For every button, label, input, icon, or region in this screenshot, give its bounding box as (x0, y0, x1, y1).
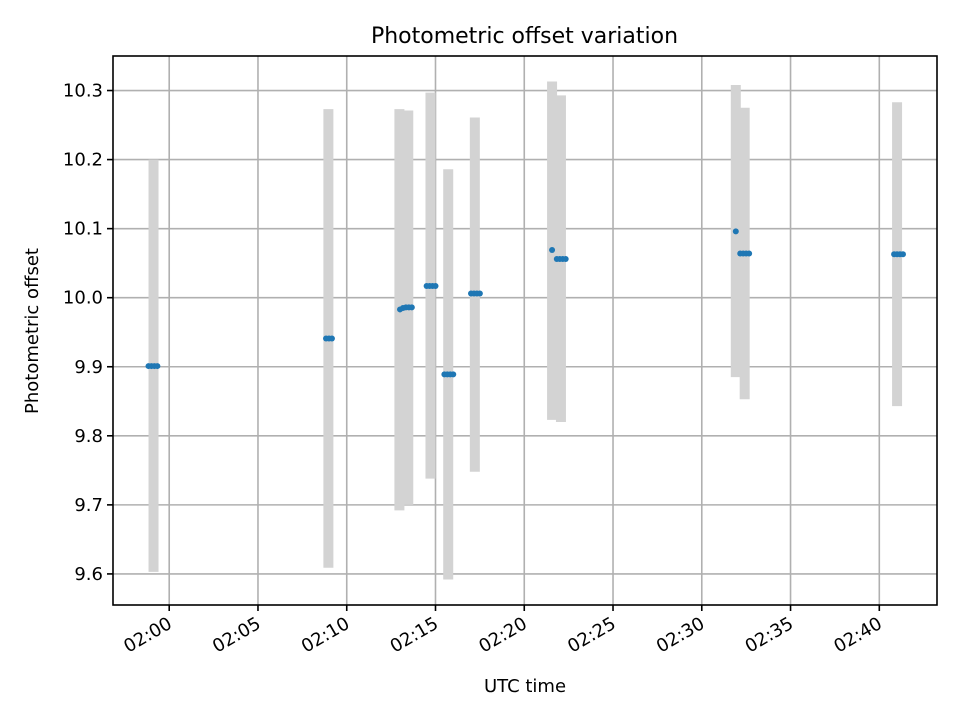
data-point (746, 250, 753, 257)
data-point (899, 251, 906, 258)
y-tick-label: 9.6 (74, 564, 103, 585)
x-tick-label: 02:15 (387, 613, 442, 657)
x-tick-label: 02:40 (830, 613, 885, 657)
data-point (562, 256, 569, 263)
data-point (732, 228, 739, 235)
y-axis-title: Photometric offset (22, 248, 43, 414)
y-tick-label: 10.3 (63, 81, 103, 102)
data-point (476, 290, 483, 297)
y-tick-label: 9.7 (74, 495, 103, 516)
y-tick-label: 9.9 (74, 357, 103, 378)
chart-title: Photometric offset variation (371, 24, 678, 49)
point-layer (145, 228, 906, 378)
y-tick-label: 9.8 (74, 426, 103, 447)
x-axis-title: UTC time (484, 676, 566, 697)
x-tick-label: 02:10 (298, 613, 353, 657)
y-tick-label: 10.0 (63, 288, 103, 309)
data-point (154, 363, 161, 370)
data-point (432, 282, 439, 289)
x-tick-label: 02:30 (653, 613, 708, 657)
x-tick-label: 02:00 (120, 613, 175, 657)
x-tick-label: 02:25 (564, 613, 619, 657)
grid-layer (113, 56, 937, 605)
x-tick-label: 02:05 (209, 613, 264, 657)
data-point (450, 371, 457, 378)
y-tick-label: 10.2 (63, 150, 103, 171)
data-point (328, 335, 335, 342)
x-tick-label: 02:35 (742, 613, 797, 657)
y-tick-label: 10.1 (63, 219, 103, 240)
x-tick-label: 02:20 (475, 613, 530, 657)
data-point (408, 304, 415, 311)
data-point (549, 247, 556, 254)
